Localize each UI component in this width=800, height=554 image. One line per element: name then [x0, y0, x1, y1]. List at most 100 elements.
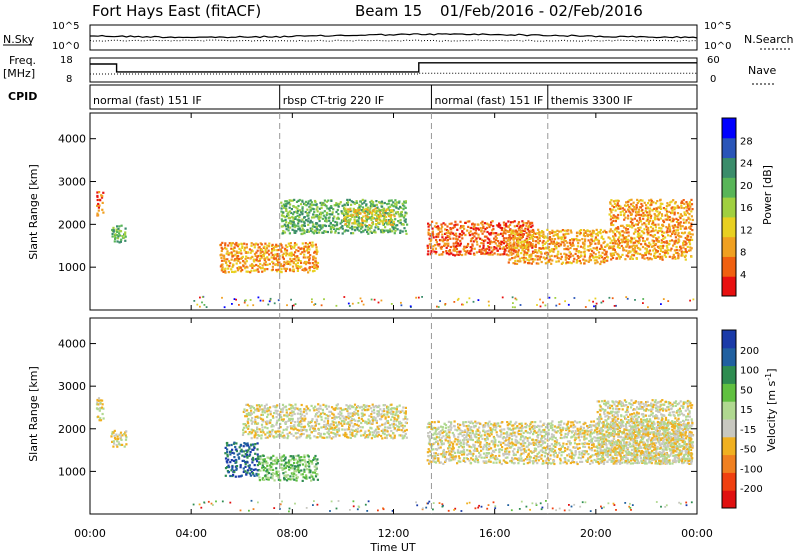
heatmap-cell [482, 239, 485, 243]
heatmap-cell [623, 204, 627, 207]
heatmap-cell [541, 230, 544, 233]
heatmap-cell [647, 245, 650, 248]
heatmap-cell [268, 435, 272, 438]
heatmap-cell [125, 443, 128, 446]
heatmap-cell [112, 440, 115, 443]
heatmap-cell [394, 224, 397, 227]
heatmap-cell [245, 413, 248, 416]
heatmap-cell [524, 245, 527, 248]
heatmap-cell [472, 240, 475, 243]
heatmap-cell [357, 216, 360, 219]
heatmap-cell [435, 433, 438, 436]
heatmap-cell [260, 434, 263, 437]
heatmap-cell [258, 254, 262, 257]
heatmap-cell [254, 452, 257, 455]
heatmap-cell [227, 253, 230, 256]
heatmap-cell [429, 240, 432, 243]
heatmap-cell [116, 440, 119, 443]
heatmap-cell [519, 224, 522, 227]
heatmap-cell [448, 253, 451, 256]
heatmap-cell [240, 243, 243, 246]
heatmap-cell [487, 460, 490, 463]
heatmap-cell [356, 412, 359, 415]
heatmap-cell [378, 221, 381, 224]
heatmap-cell [548, 236, 552, 239]
heatmap-cell [453, 249, 457, 252]
heatmap-cell [478, 248, 481, 252]
heatmap-cell [507, 261, 510, 264]
heatmap-cell [452, 245, 455, 248]
heatmap-cell [441, 233, 444, 236]
heatmap-cell [264, 433, 267, 436]
heatmap-cell [371, 434, 374, 437]
heatmap-cell [437, 436, 440, 439]
heatmap-cell [340, 422, 343, 425]
heatmap-cell [290, 417, 293, 420]
heatmap-cell [466, 244, 469, 247]
heatmap-cell [300, 419, 303, 423]
heatmap-cell [427, 455, 430, 458]
heatmap-cell [472, 452, 475, 455]
heatmap-cell [311, 262, 314, 265]
heatmap-cell [239, 464, 242, 467]
heatmap-cell [614, 209, 617, 212]
heatmap-cell [364, 406, 367, 409]
heatmap-cell [603, 253, 606, 256]
heatmap-cell [271, 247, 274, 251]
heatmap-cell [582, 258, 585, 261]
heatmap-cell [285, 475, 288, 479]
heatmap-cell [330, 406, 334, 409]
heatmap-cell [258, 476, 261, 479]
heatmap-cell [294, 206, 297, 209]
heatmap-cell [244, 453, 247, 456]
heatmap-cell [287, 224, 290, 227]
heatmap-cell [470, 428, 473, 432]
heatmap-cell [516, 237, 520, 240]
heatmap-cell [528, 256, 531, 259]
heatmap-cell [522, 431, 525, 434]
heatmap-cell [332, 208, 335, 211]
heatmap-cell [657, 212, 660, 215]
heatmap-cell [292, 455, 295, 458]
heatmap-cell [270, 433, 273, 436]
heatmap-cell [263, 407, 266, 410]
heatmap-cell [515, 457, 518, 460]
heatmap-cell [679, 217, 682, 220]
heatmap-cell [386, 223, 390, 226]
heatmap-cell [405, 436, 408, 439]
heatmap-cell [281, 419, 284, 422]
heatmap-cell [649, 225, 653, 229]
heatmap-cell [388, 212, 391, 215]
heatmap-cell [272, 416, 275, 419]
heatmap-cell [483, 461, 486, 464]
heatmap-cell [661, 230, 664, 233]
heatmap-cell [258, 259, 261, 262]
heatmap-cell [621, 230, 624, 233]
heatmap-cell [262, 420, 265, 423]
heatmap-cell [375, 406, 379, 409]
heatmap-cell [471, 222, 474, 225]
heatmap-cell [244, 461, 247, 464]
heatmap-cell [482, 426, 485, 429]
heatmap-cell [306, 256, 309, 259]
heatmap-cell [492, 225, 495, 228]
heatmap-cell [274, 432, 278, 435]
heatmap-cell [653, 233, 656, 237]
heatmap-cell [305, 429, 308, 432]
heatmap-cell [511, 434, 514, 437]
heatmap-cell [402, 406, 405, 409]
heatmap-cell [617, 213, 620, 217]
heatmap-cell [366, 206, 369, 209]
heatmap-cell [525, 224, 528, 227]
heatmap-cell [308, 434, 311, 437]
heatmap-cell [540, 430, 543, 433]
heatmap-cell [555, 254, 558, 257]
heatmap-cell [365, 217, 368, 220]
heatmap-cell [118, 433, 121, 436]
heatmap-cell [568, 261, 572, 264]
heatmap-cell [394, 202, 397, 205]
heatmap-cell [226, 264, 229, 267]
heatmap-cell [477, 236, 480, 239]
heatmap-cell [233, 441, 236, 444]
